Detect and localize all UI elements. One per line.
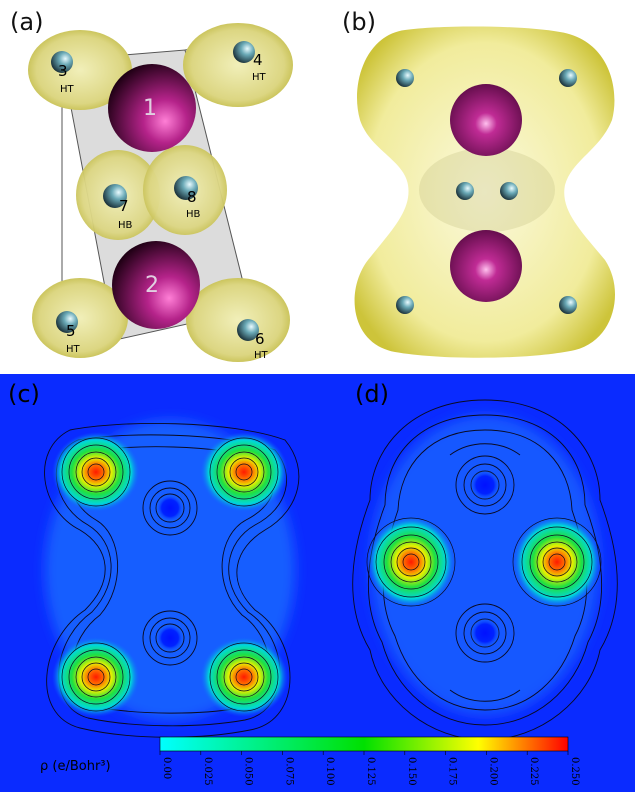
hydrogen-b-tl <box>396 69 414 87</box>
colorbar-tick-label: 0.200 <box>487 757 498 786</box>
hydrogen-b-mr <box>500 182 518 200</box>
colorbar-tick-label: 0.250 <box>569 757 580 786</box>
colorbar-tick-label: 0.050 <box>243 757 254 786</box>
h-label-5: 5 <box>66 322 76 340</box>
h-label-6: 6 <box>255 330 265 348</box>
hydrogen-b-ml <box>456 182 474 200</box>
panel-a-structure: 1 2 3 HT 4 HT 7 HB 8 HB 5 HT 6 HT <box>28 23 293 362</box>
h-label-3: 3 <box>58 62 68 80</box>
hydrogen-b-bl <box>396 296 414 314</box>
h-type-5: HT <box>66 344 81 355</box>
colorbar-tick-label: 0.175 <box>447 757 458 786</box>
panel-label-c: (c) <box>8 380 40 408</box>
lobe-6 <box>186 278 290 362</box>
colorbar-tick-label: 0.075 <box>283 757 294 786</box>
metal-label-2: 2 <box>145 273 159 298</box>
colorbar-tick-label: 0.00 <box>161 757 172 779</box>
hydrogen-b-tr <box>559 69 577 87</box>
contour-maps <box>0 374 635 792</box>
h-label-7: 7 <box>119 197 129 215</box>
h-type-3: HT <box>60 84 75 95</box>
h-label-8: 8 <box>187 188 197 206</box>
colorbar-tick-label: 0.100 <box>324 757 335 786</box>
lobe-4 <box>183 23 293 107</box>
colorbar-label: ρ (e/Bohr³) <box>40 759 111 774</box>
colorbar-tick-label: 0.125 <box>365 757 376 786</box>
panel-label-d: (d) <box>355 380 389 408</box>
colorbar-tick-label: 0.225 <box>528 757 539 786</box>
hydrogen-b-br <box>559 296 577 314</box>
panel-b-isosurface <box>355 26 615 357</box>
hydrogen-4 <box>233 41 255 63</box>
h-type-7: HB <box>118 220 133 231</box>
colorbar-tick-label: 0.025 <box>202 757 213 786</box>
colorbar-tick-label: 0.150 <box>406 757 417 786</box>
h-label-4: 4 <box>253 51 263 69</box>
colorbar-gradient <box>160 737 568 751</box>
metal-atom-b-top <box>450 84 522 156</box>
h-type-4: HT <box>252 72 267 83</box>
metal-atom-b-bottom <box>450 230 522 302</box>
metal-label-1: 1 <box>143 96 157 121</box>
h-type-6: HT <box>254 350 269 361</box>
h-type-8: HB <box>186 209 201 220</box>
